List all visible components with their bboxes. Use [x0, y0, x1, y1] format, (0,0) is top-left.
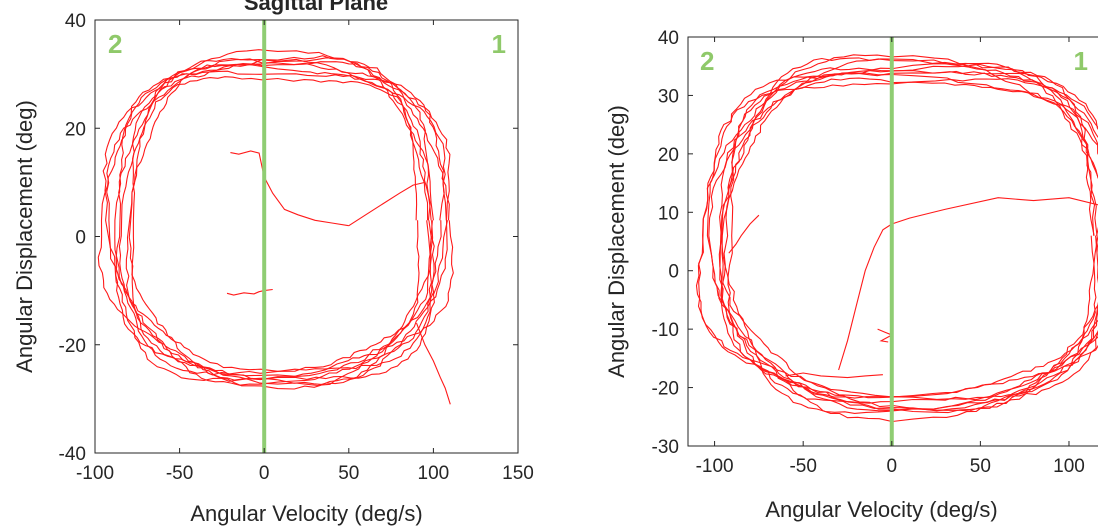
left-plot-trace-loop	[125, 61, 431, 390]
right-plot-x-ticks: -100 -50 0 50 100	[696, 37, 1085, 477]
right-plot-y-ticks: -30 -20 -10 0 10 20 30 40	[652, 28, 693, 458]
right-plot-trace-loop	[721, 77, 1097, 399]
right-plot-x-axis-title: Angular Velocity (deg/s)	[765, 497, 997, 522]
left-plot-y-ticks: -40 -20 0 20 40	[59, 11, 518, 465]
left-plot-x-ticks: -100 -50 0 50 100 150	[76, 20, 534, 484]
right-plot-trace-segment	[838, 197, 1098, 371]
right-plot-y-tick-label: 0	[668, 262, 679, 283]
right-plot-trace-segment	[728, 214, 760, 254]
right-plot-quadrant-label-2: 2	[700, 46, 714, 76]
left-plot-quadrant-label-2: 2	[108, 29, 122, 59]
right-plot-x-tick-label: 50	[970, 456, 991, 477]
right-plot-y-axis-title: Angular Displacement (deg)	[604, 105, 629, 378]
left-plot-trace-loop	[131, 55, 434, 386]
right-plot-trace-loop	[720, 63, 1098, 414]
left-plot-y-axis-title: Angular Displacement (deg)	[12, 100, 37, 373]
left-plot-trace-loop	[114, 57, 432, 386]
right-plot-x-tick-label: 100	[1053, 456, 1085, 477]
right-plot-y-tick-label: 40	[658, 28, 679, 49]
right-plot-y-tick-label: 10	[658, 203, 679, 224]
right-plot-x-tick-label: -100	[696, 456, 734, 477]
left-plot-x-tick-label: -100	[76, 463, 114, 484]
right-plot-x-tick-label: -50	[789, 456, 816, 477]
right-plot-y-tick-label: 20	[658, 145, 679, 166]
right-plot-trace-segment	[785, 372, 883, 379]
right-plot-trace-loop	[708, 72, 1098, 399]
left-plot-trace-loop	[115, 57, 448, 387]
left-plot-trace-loop	[102, 49, 451, 382]
right-plot-trace-loop	[718, 67, 1098, 412]
left-plot-trace-loop	[118, 76, 435, 372]
right-plot-y-tick-label: -10	[652, 320, 679, 341]
left-plot-trace-segment	[415, 322, 451, 405]
left-plot-x-tick-label: -50	[166, 463, 193, 484]
left-plot-x-tick-label: 50	[338, 463, 359, 484]
left-plot-x-tick-label: 100	[418, 463, 450, 484]
right-plot-y-tick-label: -30	[652, 437, 679, 458]
right-plot-y-tick-label: 30	[658, 86, 679, 107]
right-plot-trace-segment	[877, 328, 894, 343]
left-plot: Sagittal Plane -100 -50 0 50 100 150 -40 -20 0 2…	[12, 0, 534, 526]
left-plot-x-axis-title: Angular Velocity (deg/s)	[190, 501, 422, 526]
left-plot-y-tick-label: 0	[75, 228, 86, 249]
left-plot-title: Sagittal Plane	[244, 0, 388, 15]
left-plot-quadrant-label-1: 1	[492, 29, 506, 59]
left-plot-trace-segment	[348, 181, 426, 227]
left-plot-y-tick-label: 40	[65, 11, 86, 32]
right-plot-frame	[687, 36, 1098, 447]
right-plot-trace-loop	[695, 71, 1098, 412]
left-plot-y-tick-label: -40	[59, 444, 86, 465]
left-plot-trace-segment	[230, 150, 349, 227]
right-plot-traces	[695, 54, 1098, 423]
right-plot-trace-loop	[706, 54, 1098, 414]
left-plot-trace-loop	[106, 58, 446, 376]
left-plot-trace-loop	[97, 70, 454, 377]
left-plot-traces	[97, 49, 454, 405]
right-plot-x-tick-label: 0	[886, 456, 897, 477]
left-plot-y-tick-label: -20	[59, 336, 86, 357]
right-plot-quadrant-label-1: 1	[1074, 46, 1088, 76]
left-plot-x-tick-label: 0	[259, 463, 270, 484]
left-plot-x-tick-label: 150	[502, 463, 534, 484]
left-plot-y-tick-label: 20	[65, 119, 86, 140]
right-plot-y-tick-label: -20	[652, 379, 679, 400]
